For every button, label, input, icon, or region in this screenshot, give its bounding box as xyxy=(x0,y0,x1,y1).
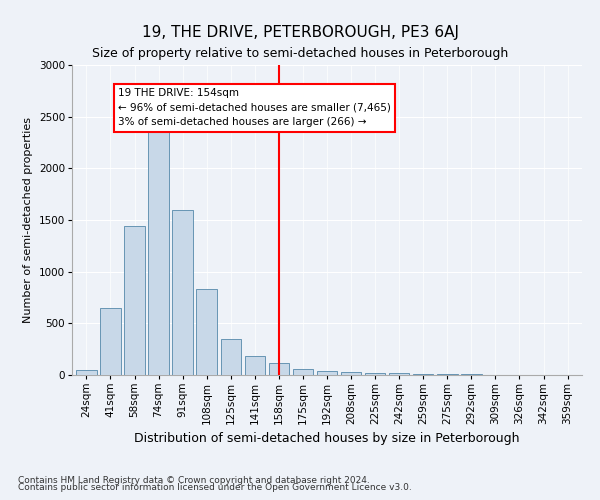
Bar xyxy=(341,372,361,375)
Bar xyxy=(100,308,121,375)
Bar xyxy=(437,374,458,375)
Bar xyxy=(269,363,289,375)
Bar xyxy=(196,289,217,375)
Bar xyxy=(365,373,385,375)
Bar xyxy=(413,374,433,375)
Text: Contains HM Land Registry data © Crown copyright and database right 2024.: Contains HM Land Registry data © Crown c… xyxy=(18,476,370,485)
Bar xyxy=(124,226,145,375)
Bar xyxy=(148,116,169,375)
Bar xyxy=(317,371,337,375)
Bar xyxy=(389,374,409,375)
Y-axis label: Number of semi-detached properties: Number of semi-detached properties xyxy=(23,117,33,323)
Bar xyxy=(293,369,313,375)
Bar xyxy=(76,370,97,375)
Bar xyxy=(172,210,193,375)
Text: Contains public sector information licensed under the Open Government Licence v3: Contains public sector information licen… xyxy=(18,484,412,492)
Text: Size of property relative to semi-detached houses in Peterborough: Size of property relative to semi-detach… xyxy=(92,48,508,60)
Text: 19 THE DRIVE: 154sqm
← 96% of semi-detached houses are smaller (7,465)
3% of sem: 19 THE DRIVE: 154sqm ← 96% of semi-detac… xyxy=(118,88,391,128)
Bar xyxy=(245,356,265,375)
Text: 19, THE DRIVE, PETERBOROUGH, PE3 6AJ: 19, THE DRIVE, PETERBOROUGH, PE3 6AJ xyxy=(142,25,458,40)
X-axis label: Distribution of semi-detached houses by size in Peterborough: Distribution of semi-detached houses by … xyxy=(134,432,520,446)
Bar xyxy=(461,374,482,375)
Bar xyxy=(221,339,241,375)
